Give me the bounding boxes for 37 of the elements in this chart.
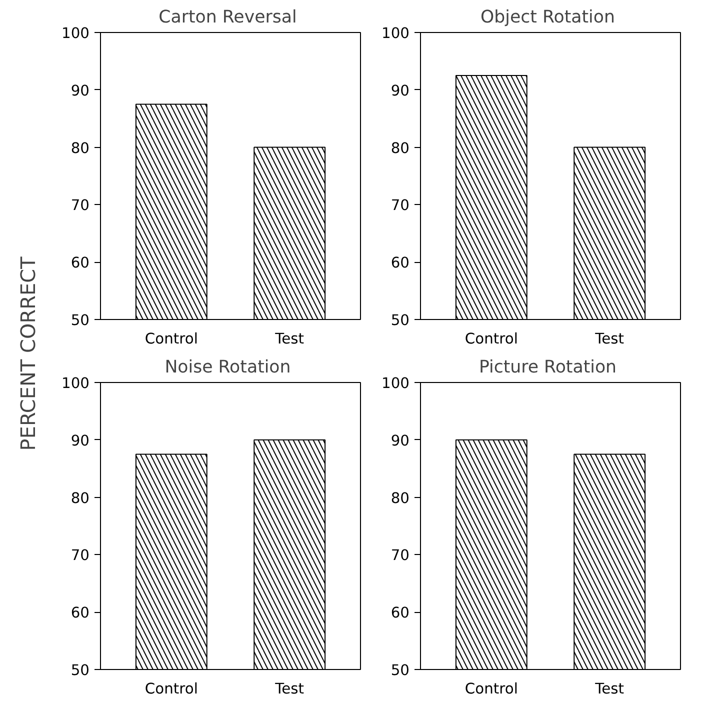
- y-tick-label: 70: [70, 547, 90, 564]
- y-tick-label: 100: [382, 25, 410, 42]
- y-tick-label: 50: [70, 312, 90, 329]
- y-tick-label: 60: [390, 604, 410, 622]
- y-tick-label: 100: [382, 375, 410, 392]
- x-tick-label: Control: [144, 680, 198, 698]
- y-tick-label: 50: [70, 662, 90, 679]
- x-tick-label: Test: [594, 330, 624, 348]
- y-tick-label: 80: [390, 490, 410, 507]
- y-tick-label: 50: [390, 662, 410, 679]
- chart-title: Noise Rotation: [164, 358, 291, 378]
- x-tick-label: Test: [274, 330, 304, 348]
- x-tick-label: Test: [594, 680, 624, 698]
- x-tick-label: Control: [144, 330, 198, 348]
- y-axis-title: PERCENT CORRECT: [16, 256, 40, 451]
- y-tick-label: 80: [70, 140, 90, 157]
- y-tick-label: 70: [390, 547, 410, 564]
- chart-title: Carton Reversal: [158, 8, 297, 28]
- chart-title: Object Rotation: [480, 8, 615, 28]
- chart-title: Picture Rotation: [478, 358, 617, 378]
- x-tick-label: Control: [464, 680, 518, 698]
- y-tick-label: 90: [70, 432, 90, 450]
- y-tick-label: 70: [390, 197, 410, 214]
- y-tick-label: 90: [390, 432, 410, 450]
- y-tick-label: 60: [70, 604, 90, 622]
- y-tick-label: 90: [70, 82, 90, 100]
- x-tick-label: Control: [464, 330, 518, 348]
- y-tick-label: 100: [62, 25, 90, 42]
- y-tick-label: 50: [390, 312, 410, 329]
- y-tick-label: 90: [390, 82, 410, 100]
- y-tick-label: 70: [70, 197, 90, 214]
- y-tick-label: 60: [70, 254, 90, 272]
- y-tick-label: 60: [390, 254, 410, 272]
- y-tick-label: 80: [390, 140, 410, 157]
- x-tick-label: Test: [274, 680, 304, 698]
- y-tick-label: 80: [70, 490, 90, 507]
- y-tick-label: 100: [62, 375, 90, 392]
